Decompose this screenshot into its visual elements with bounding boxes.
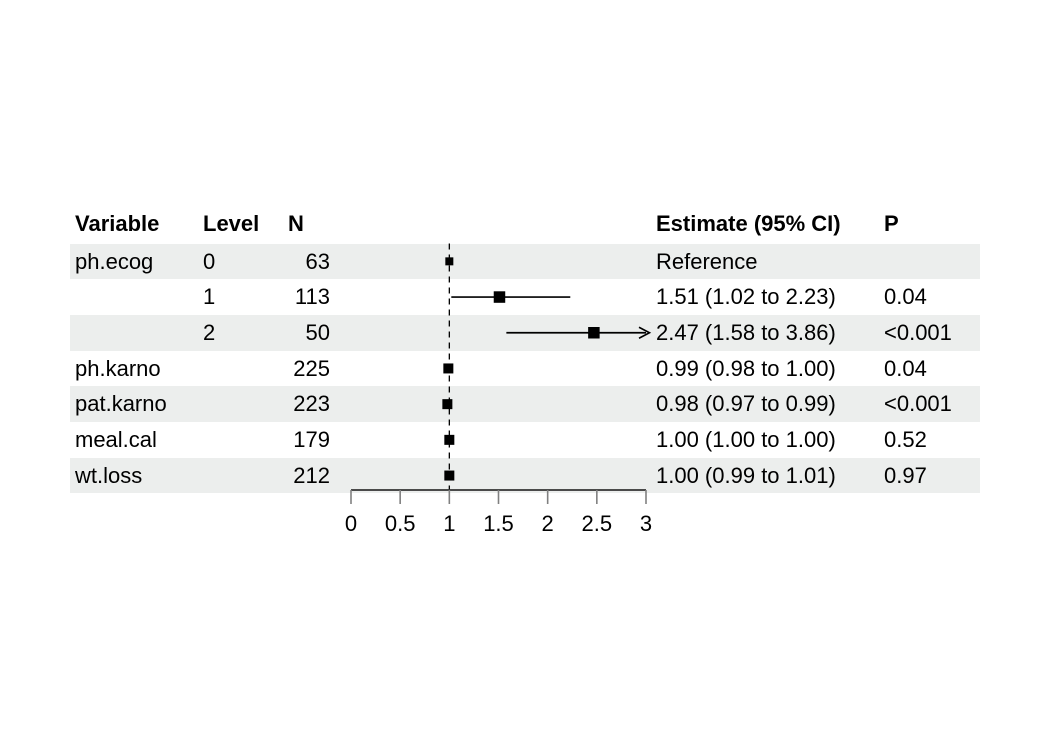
x-axis-tick-label: 1	[443, 511, 455, 536]
row-estimate-ci: 2.47 (1.58 to 3.86)	[656, 319, 836, 345]
x-axis-tick-label: 2.5	[582, 511, 613, 536]
table-row: 2 50 2.47 (1.58 to 3.86) <0.001	[70, 314, 980, 351]
table-row: meal.cal 179 1.00 (1.00 to 1.00) 0.52	[70, 422, 980, 458]
row-level-value: 2	[203, 319, 216, 345]
row-n-value: 63	[305, 248, 330, 274]
row-n-value: 113	[294, 284, 330, 310]
row-estimate-ci: 0.99 (0.98 to 1.00)	[656, 355, 836, 381]
row-n-value: 225	[293, 355, 330, 381]
row-level-value: 1	[203, 284, 216, 310]
row-n-value: 212	[293, 462, 330, 488]
table-row: ph.karno 225 0.99 (0.98 to 1.00) 0.04	[70, 351, 980, 387]
column-header-p: P	[884, 211, 899, 236]
row-estimate-ci: Reference	[656, 248, 758, 274]
column-header-estimate: Estimate (95% CI)	[656, 211, 841, 236]
row-estimate-ci: 1.51 (1.02 to 2.23)	[656, 284, 836, 310]
row-n-value: 223	[293, 391, 330, 417]
table-row: pat.karno 223 0.98 (0.97 to 0.99) <0.001	[70, 386, 980, 422]
row-variable-label: wt.loss	[75, 462, 143, 488]
row-variable-label: ph.karno	[75, 355, 161, 381]
row-p-value: 0.52	[884, 427, 927, 452]
row-variable-label: ph.ecog	[75, 248, 154, 274]
x-axis-tick-label: 1.5	[483, 511, 514, 536]
table-row: wt.loss 212 1.00 (0.99 to 1.01) 0.97	[70, 457, 980, 494]
row-estimate-ci: 1.00 (0.99 to 1.01)	[656, 462, 836, 488]
row-estimate-ci: 0.98 (0.97 to 0.99)	[656, 391, 836, 417]
row-level-value: 0	[203, 248, 216, 274]
row-estimate-ci: 1.00 (1.00 to 1.00)	[656, 427, 836, 452]
row-p-value: 0.04	[884, 284, 927, 310]
row-p-value: <0.001	[884, 319, 952, 345]
column-header-variable: Variable	[75, 211, 160, 236]
x-axis-tick-label: 0.5	[385, 511, 416, 536]
row-n-value: 179	[293, 427, 330, 452]
column-header-level: Level	[203, 211, 260, 236]
x-axis-tick-label: 0	[345, 511, 357, 536]
row-p-value: 0.97	[884, 462, 927, 488]
row-variable-label: meal.cal	[75, 427, 157, 452]
table-row: 1 113 1.51 (1.02 to 2.23) 0.04	[70, 279, 980, 315]
row-n-value: 50	[305, 319, 330, 345]
x-axis-tick-label: 2	[542, 511, 554, 536]
column-header-n: N	[288, 211, 304, 236]
x-axis: 0 0.5 1 1.5 2 2.5 3	[345, 489, 652, 536]
row-variable-label: pat.karno	[75, 391, 167, 417]
row-p-value: 0.04	[884, 355, 927, 381]
x-axis-tick-label: 3	[640, 511, 652, 536]
table-row: ph.ecog 0 63 Reference	[70, 243, 980, 280]
row-p-value: <0.001	[884, 391, 952, 417]
